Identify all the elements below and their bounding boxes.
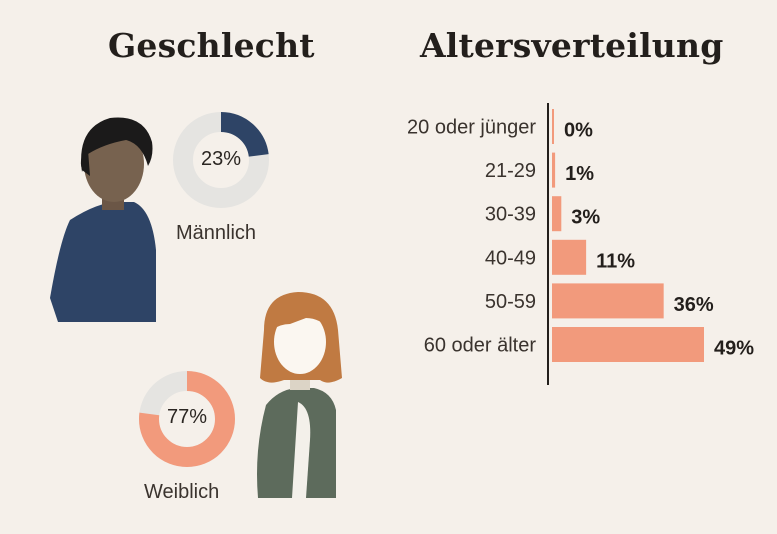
female-caption: Weiblich xyxy=(144,481,220,503)
age-bar xyxy=(552,109,554,144)
age-value-label: 0% xyxy=(564,120,593,142)
female-percent-label: 77% xyxy=(166,406,208,428)
age-category-label: 30-39 xyxy=(485,204,536,226)
male-figure-illustration xyxy=(50,117,156,322)
age-bar xyxy=(552,152,556,188)
age-value-label: 3% xyxy=(571,207,600,229)
age-value-label: 36% xyxy=(674,294,714,316)
gender-title: Geschlecht xyxy=(108,26,315,65)
age-category-label: 50-59 xyxy=(485,291,536,313)
age-value-label: 49% xyxy=(714,338,754,360)
age-bar xyxy=(552,283,664,319)
age-chart-title: Altersverteilung xyxy=(420,26,724,65)
age-bar xyxy=(552,327,704,362)
age-category-label: 20 oder jünger xyxy=(407,117,536,139)
age-category-label: 21-29 xyxy=(485,160,536,182)
age-distribution-chart: 20 oder jünger 0% 21-29 1% 30-39 3% 40-49 11% 50… xyxy=(407,103,754,385)
male-donut-segment xyxy=(173,112,269,208)
age-category-label: 40-49 xyxy=(485,247,536,269)
age-value-label: 1% xyxy=(565,163,594,185)
age-value-label: 11% xyxy=(596,250,635,272)
age-bar xyxy=(552,196,562,232)
female-donut-chart xyxy=(139,371,235,467)
age-bar xyxy=(552,239,587,275)
male-percent-label: 23% xyxy=(200,148,242,170)
age-category-label: 60 oder älter xyxy=(424,335,537,357)
male-caption: Männlich xyxy=(176,222,257,244)
female-donut-segment xyxy=(139,371,235,467)
male-donut-chart xyxy=(173,112,269,208)
female-figure-illustration xyxy=(257,292,342,498)
